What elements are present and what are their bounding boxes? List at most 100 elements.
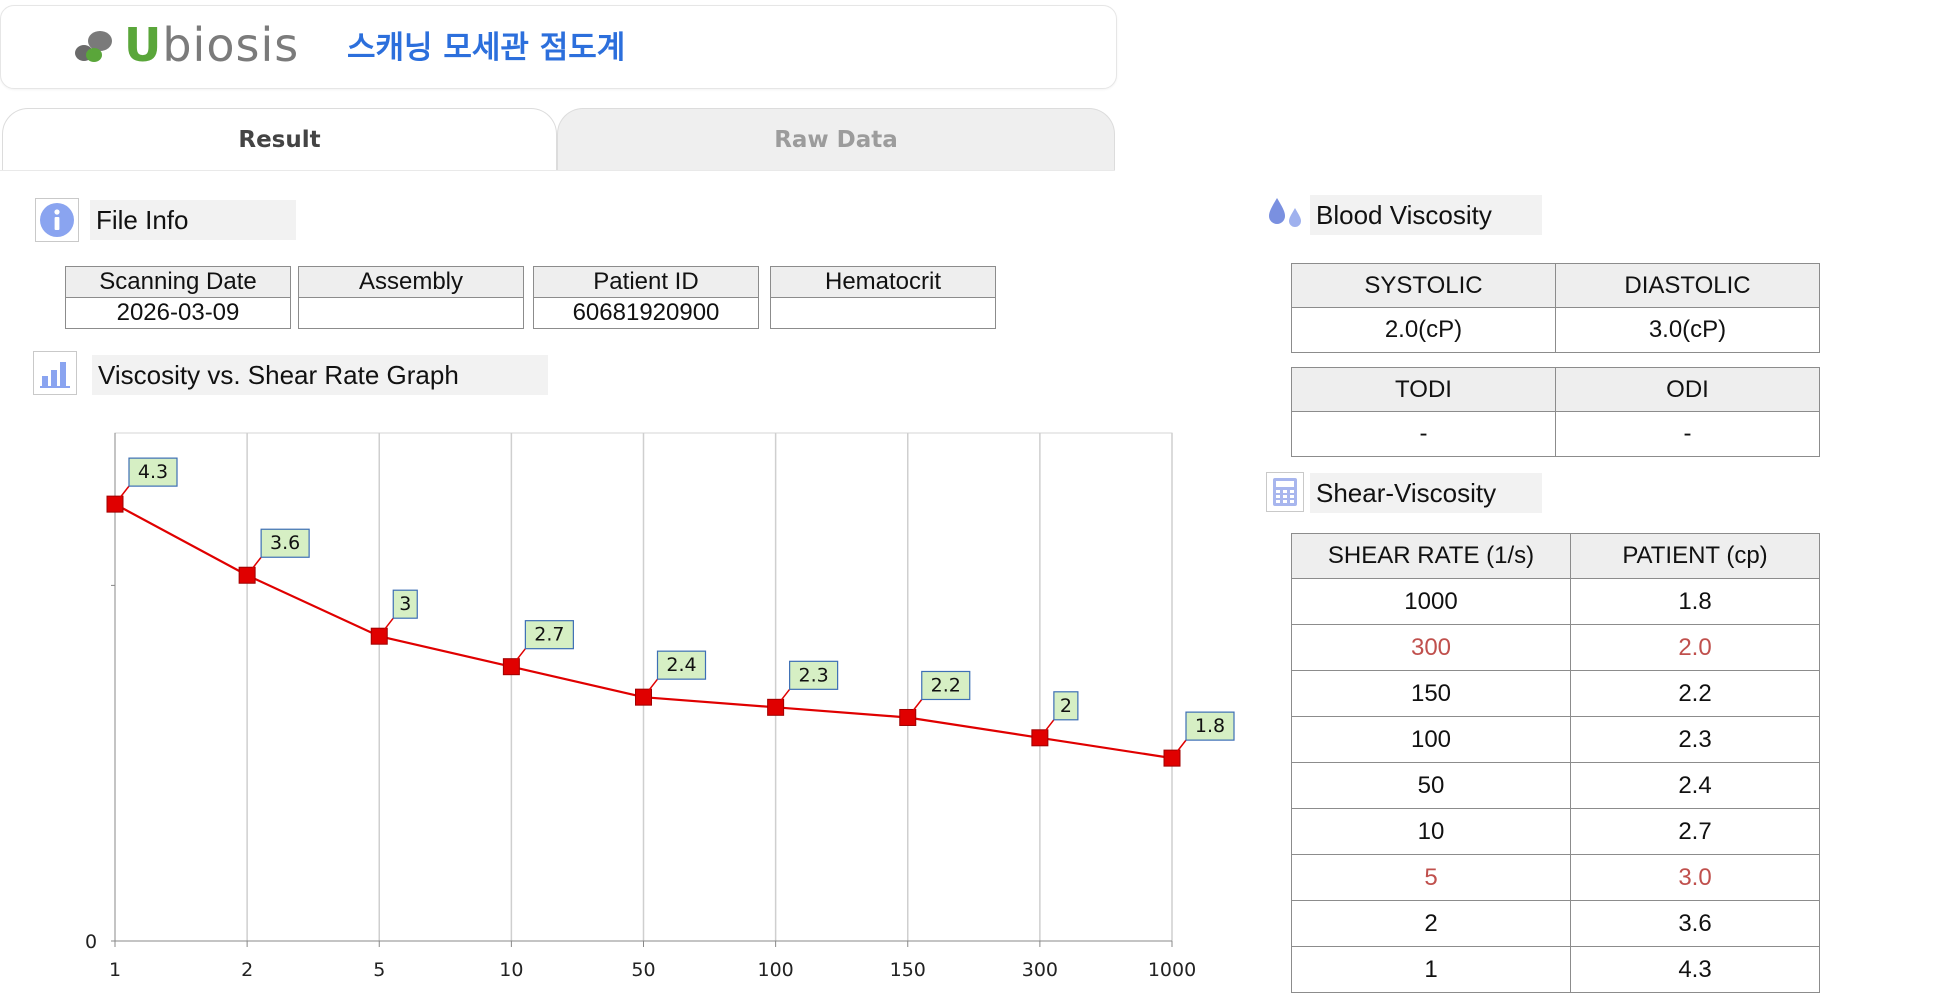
todi-value: - bbox=[1291, 411, 1556, 457]
diastolic-value: 3.0(cP) bbox=[1555, 307, 1820, 353]
shear-rate-cell: 5 bbox=[1291, 854, 1571, 901]
blood-viscosity-title: Blood Viscosity bbox=[1310, 195, 1542, 235]
data-label-box bbox=[128, 457, 178, 487]
data-label-box bbox=[1053, 691, 1079, 721]
tab-result[interactable]: Result bbox=[2, 108, 557, 171]
col-patient-id: Patient ID bbox=[533, 266, 759, 298]
shear-rate-header: SHEAR RATE (1/s) bbox=[1291, 533, 1571, 579]
app-title: 스캐닝 모세관 점도계 bbox=[347, 30, 626, 66]
scanning-date-value: 2026-03-09 bbox=[65, 297, 291, 329]
index-table: TODI ODI - - bbox=[1291, 367, 1820, 457]
file-info-title: File Info bbox=[90, 200, 296, 240]
data-label-leader bbox=[510, 648, 526, 668]
data-label-box bbox=[789, 660, 839, 690]
shear-rate-cell: 300 bbox=[1291, 624, 1571, 671]
table-row: 300 2.0 bbox=[1291, 624, 1820, 671]
logo-mark-icon bbox=[75, 31, 112, 62]
data-point bbox=[370, 627, 388, 645]
graph-title: Viscosity vs. Shear Rate Graph bbox=[92, 355, 548, 395]
tab-divider bbox=[0, 170, 1115, 171]
table-row: 1 4.3 bbox=[1291, 946, 1820, 993]
data-label: 2 bbox=[1060, 695, 1072, 717]
x-tick-label: 5 bbox=[373, 959, 385, 981]
x-tick-label: 1 bbox=[109, 959, 121, 981]
shear-viscosity-table: SHEAR RATE (1/s) PATIENT (cp) 1000 1.8 300… bbox=[1291, 533, 1820, 993]
ubiosis-logo: Ubiosis bbox=[70, 20, 300, 70]
col-scanning-date: Scanning Date bbox=[65, 266, 291, 298]
patient-viscosity-cell: 3.6 bbox=[1570, 900, 1820, 947]
patient-viscosity-cell: 2.0 bbox=[1570, 624, 1820, 671]
patient-viscosity-cell: 4.3 bbox=[1570, 946, 1820, 993]
data-label-leader bbox=[114, 485, 130, 505]
assembly-value bbox=[298, 297, 524, 329]
patient-viscosity-cell: 1.8 bbox=[1570, 578, 1820, 625]
data-label-box bbox=[524, 620, 574, 650]
x-tick-label: 1000 bbox=[1148, 959, 1196, 981]
bar-chart-icon bbox=[33, 351, 77, 395]
data-label: 4.3 bbox=[138, 461, 168, 483]
data-label: 1.8 bbox=[1195, 715, 1225, 737]
shear-rate-cell: 1 bbox=[1291, 946, 1571, 993]
shear-viscosity-title: Shear-Viscosity bbox=[1310, 473, 1542, 513]
data-label: 2.2 bbox=[931, 674, 961, 696]
x-tick-label: 100 bbox=[757, 959, 793, 981]
data-label: 2.7 bbox=[534, 624, 564, 646]
info-icon bbox=[35, 198, 79, 242]
patient-viscosity-cell: 2.7 bbox=[1570, 808, 1820, 855]
x-tick-label: 10 bbox=[499, 959, 523, 981]
shear-rate-cell: 1000 bbox=[1291, 578, 1571, 625]
systolic-value: 2.0(cP) bbox=[1291, 307, 1556, 353]
data-label-box bbox=[260, 528, 310, 558]
blood-viscosity-table: SYSTOLIC DIASTOLIC 2.0(cP) 3.0(cP) bbox=[1291, 263, 1820, 353]
tab-raw-data[interactable]: Raw Data bbox=[557, 108, 1115, 171]
y-tick-label: 0 bbox=[85, 931, 97, 953]
blood-drop-icon bbox=[1265, 192, 1307, 234]
table-row: 50 2.4 bbox=[1291, 762, 1820, 809]
data-label: 3 bbox=[399, 593, 411, 615]
calculator-icon bbox=[1266, 472, 1304, 512]
viscosity-shear-chart: 1 2 5 10 50 100 150 300 1000 0 4.3 3.6 3 2.7 2.4 2.3 2.2… bbox=[85, 432, 1235, 981]
data-label-leader bbox=[378, 617, 394, 637]
patient-id-value: 60681920900 bbox=[533, 297, 759, 329]
x-tick-label: 150 bbox=[890, 959, 926, 981]
patient-viscosity-cell: 3.0 bbox=[1570, 854, 1820, 901]
data-label-leader bbox=[907, 699, 923, 718]
data-label: 2.4 bbox=[666, 654, 696, 676]
data-label-box bbox=[921, 670, 971, 701]
shear-rate-cell: 150 bbox=[1291, 670, 1571, 717]
odi-value: - bbox=[1555, 411, 1820, 457]
data-label-leader bbox=[1039, 719, 1055, 739]
table-row: 10 2.7 bbox=[1291, 808, 1820, 855]
x-tick-label: 2 bbox=[241, 959, 253, 981]
patient-viscosity-cell: 2.3 bbox=[1570, 716, 1820, 763]
patient-viscosity-cell: 2.4 bbox=[1570, 762, 1820, 809]
shear-rate-cell: 50 bbox=[1291, 762, 1571, 809]
data-label-box bbox=[392, 589, 418, 619]
x-tick-label: 300 bbox=[1022, 959, 1058, 981]
data-label-leader bbox=[642, 678, 659, 698]
x-tick-label: 50 bbox=[631, 959, 655, 981]
table-row: 5 3.0 bbox=[1291, 854, 1820, 901]
table-row: 2 3.6 bbox=[1291, 900, 1820, 947]
shear-rate-cell: 2 bbox=[1291, 900, 1571, 947]
data-label-leader bbox=[1171, 739, 1187, 759]
shear-rate-cell: 10 bbox=[1291, 808, 1571, 855]
table-row: 1000 1.8 bbox=[1291, 578, 1820, 625]
col-hematocrit: Hematocrit bbox=[770, 266, 996, 298]
data-label-box bbox=[656, 650, 707, 680]
hematocrit-value bbox=[770, 297, 996, 329]
data-label: 2.3 bbox=[799, 664, 829, 686]
systolic-header: SYSTOLIC bbox=[1291, 263, 1556, 308]
data-label-leader bbox=[775, 688, 791, 708]
shear-rate-cell: 100 bbox=[1291, 716, 1571, 763]
logo-wordmark: Ubiosis bbox=[124, 18, 300, 72]
data-point bbox=[635, 688, 652, 706]
todi-header: TODI bbox=[1291, 367, 1556, 412]
data-label-box bbox=[1185, 711, 1235, 741]
patient-viscosity-cell: 2.2 bbox=[1570, 670, 1820, 717]
table-row: 100 2.3 bbox=[1291, 716, 1820, 763]
data-label: 3.6 bbox=[270, 532, 300, 554]
table-row: 150 2.2 bbox=[1291, 670, 1820, 717]
patient-header: PATIENT (cp) bbox=[1570, 533, 1820, 579]
diastolic-header: DIASTOLIC bbox=[1555, 263, 1820, 308]
